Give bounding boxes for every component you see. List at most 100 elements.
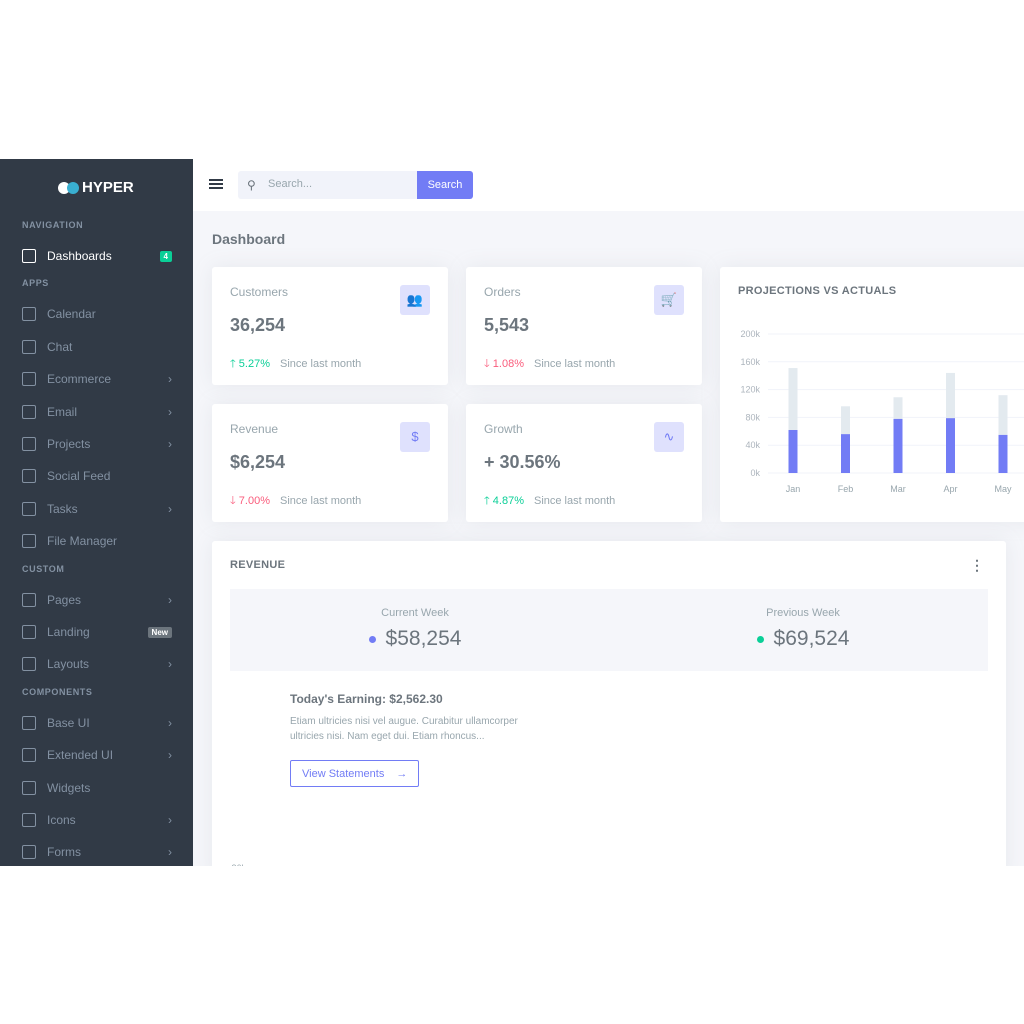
stat-value: 36,254: [230, 315, 286, 335]
stat-card-orders: Orders 🛒 5,543 🡓 1.08% Since last month: [466, 267, 702, 385]
sidebar-item-label: Email: [47, 404, 78, 419]
arrow-right-icon: →: [396, 768, 408, 780]
stat-change: 🡑 5.27% Since last month: [230, 358, 362, 370]
briefcase-icon: [22, 437, 36, 451]
section-title: CUSTOM: [22, 563, 65, 574]
sidebar-item-label: Tasks: [47, 501, 78, 516]
chevron-right-icon: ›: [168, 501, 172, 516]
sidebar-item-widgets[interactable]: Widgets: [22, 778, 172, 798]
y-tick-label: 36k: [231, 863, 246, 866]
view-statements-button[interactable]: View Statements →: [290, 760, 419, 787]
sidebar-item-label: Calendar: [47, 307, 96, 322]
actual-bar: [788, 429, 798, 473]
sidebar-item-label: Base UI: [47, 715, 90, 730]
sidebar-item-projects[interactable]: Projects ›: [22, 434, 172, 454]
rss-icon: [22, 469, 36, 484]
search-placeholder: Search...: [268, 178, 313, 190]
x-tick-label: Apr: [943, 484, 957, 494]
search-button[interactable]: Search: [417, 171, 473, 199]
stat-value: 5,543: [484, 315, 530, 335]
section-title: APPS: [22, 278, 49, 289]
forms-icon: [22, 845, 36, 860]
actual-bar: [893, 418, 903, 473]
revenue-chart: 18k27k36k: [231, 863, 246, 866]
dollar-icon: $: [400, 422, 430, 452]
stat-value: + 30.56%: [484, 452, 561, 472]
projection-bar: [788, 368, 798, 430]
menu-icon[interactable]: [209, 179, 223, 189]
page-title: Dashboard: [212, 231, 286, 247]
sidebar-item-icons[interactable]: Icons ›: [22, 810, 172, 830]
layout-icon: [22, 657, 36, 672]
x-tick-label: Feb: [838, 484, 854, 494]
box-icon: [22, 715, 36, 730]
chevron-right-icon: ›: [168, 748, 172, 763]
sidebar-item-label: Social Feed: [47, 469, 111, 484]
layers-icon: [22, 780, 36, 795]
stat-card-revenue: Revenue $ $6,254 🡓 7.00% Since last month: [212, 404, 448, 522]
sidebar-item-social-feed[interactable]: Social Feed: [22, 466, 172, 486]
stat-change: 🡓 1.08% Since last month: [484, 358, 616, 370]
calendar-icon: [22, 307, 36, 322]
x-tick-label: Mar: [890, 484, 906, 494]
sidebar-item-label: Forms: [47, 845, 81, 860]
sidebar-item-label: Layouts: [47, 657, 90, 672]
sidebar-item-label: Chat: [47, 339, 73, 354]
sidebar-item-label: Pages: [47, 592, 82, 607]
sidebar-item-chat[interactable]: Chat: [22, 337, 172, 357]
y-tick-label: 80k: [745, 412, 760, 422]
folder-icon: [22, 534, 36, 549]
chevron-right-icon: ›: [168, 372, 172, 387]
sidebar-item-file-manager[interactable]: File Manager: [22, 531, 172, 551]
current-week-value: $58,254: [315, 627, 515, 651]
card-title: PROJECTIONS VS ACTUALS: [738, 285, 897, 297]
app: HYPER NAVIGATION Dashboards 4 APPS Calendar C…: [0, 159, 1024, 866]
search-input[interactable]: ⚲ Search...: [238, 171, 418, 199]
search-icon: ⚲: [247, 178, 256, 192]
sidebar-item-forms[interactable]: Forms ›: [22, 842, 172, 862]
stat-label: Growth: [484, 422, 523, 436]
sidebar-item-extended-ui[interactable]: Extended UI ›: [22, 745, 172, 765]
sidebar: HYPER NAVIGATION Dashboards 4 APPS Calendar C…: [0, 159, 193, 866]
y-tick-label: 40k: [745, 440, 760, 450]
stat-value: $6,254: [230, 452, 286, 472]
sidebar-item-label: Dashboards: [47, 249, 112, 263]
chevron-right-icon: ›: [168, 845, 172, 860]
sidebar-item-landing[interactable]: Landing New: [22, 622, 172, 642]
stat-label: Orders: [484, 285, 521, 299]
sidebar-item-label: File Manager: [47, 534, 118, 549]
topbar: ⚲ Search... Search: [193, 159, 1024, 211]
sidebar-item-base-ui[interactable]: Base UI ›: [22, 713, 172, 733]
package-icon: [22, 748, 36, 763]
previous-week-value: $69,524: [703, 627, 903, 651]
pulse-icon: ∿: [654, 422, 684, 452]
chevron-right-icon: ›: [168, 437, 172, 451]
users-icon: 👥: [400, 285, 430, 315]
chevron-right-icon: ›: [168, 657, 172, 672]
chat-icon: [22, 339, 36, 354]
projections-card: PROJECTIONS VS ACTUALS 0k 40k 80k 120k 160k 2…: [720, 267, 1024, 522]
x-tick-label: May: [994, 484, 1012, 494]
arrow-down-icon: 🡓: [230, 495, 239, 507]
todays-earning: Today's Earning: $2,562.30: [290, 692, 443, 706]
logo[interactable]: HYPER: [58, 179, 134, 196]
more-icon[interactable]: ⋮: [970, 557, 984, 573]
section-title: COMPONENTS: [22, 686, 93, 697]
revenue-card: REVENUE ⋮ Current Week $58,254 Previous …: [212, 541, 1006, 866]
earning-description: Etiam ultricies nisi vel augue. Curabitu…: [290, 716, 518, 742]
x-tick-label: Jan: [786, 484, 801, 494]
clipboard-icon: [22, 501, 36, 516]
sidebar-item-ecommerce[interactable]: Ecommerce ›: [22, 369, 172, 389]
sidebar-item-pages[interactable]: Pages ›: [22, 590, 172, 610]
arrow-down-icon: 🡓: [484, 358, 493, 370]
sidebar-item-dashboards[interactable]: Dashboards 4: [22, 246, 172, 266]
mail-icon: [22, 404, 36, 419]
stat-label: Customers: [230, 285, 289, 299]
sidebar-item-calendar[interactable]: Calendar: [22, 304, 172, 324]
sidebar-item-tasks[interactable]: Tasks ›: [22, 499, 172, 519]
arrow-up-icon: 🡑: [230, 358, 239, 370]
sidebar-item-email[interactable]: Email ›: [22, 402, 172, 422]
sidebar-item-layouts[interactable]: Layouts ›: [22, 654, 172, 674]
previous-week-label: Previous Week: [766, 607, 840, 619]
badge: 4: [159, 250, 172, 262]
